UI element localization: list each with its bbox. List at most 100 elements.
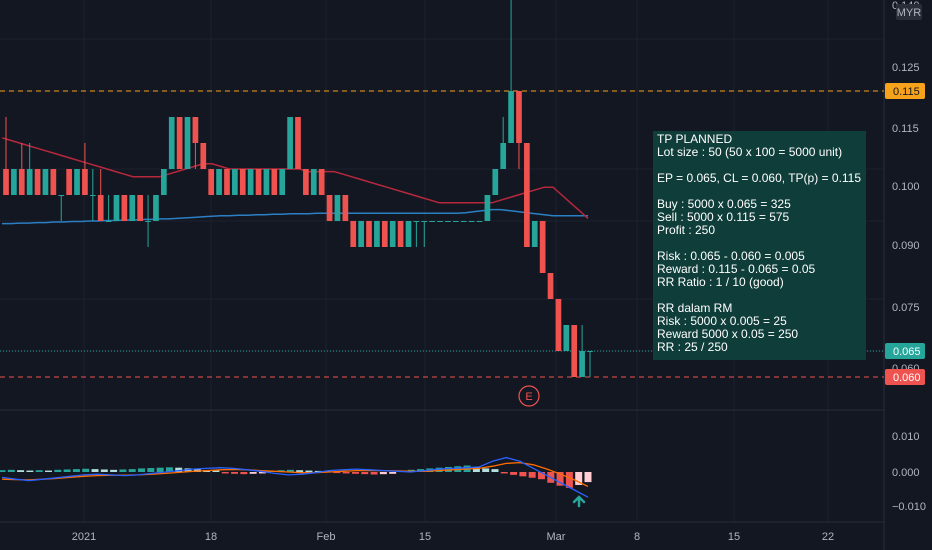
macd-histogram-bar	[7, 469, 15, 472]
candle[interactable]	[74, 169, 80, 195]
candle[interactable]	[405, 221, 412, 247]
candle[interactable]	[334, 195, 341, 221]
candle[interactable]	[516, 91, 522, 169]
candle[interactable]	[326, 195, 333, 221]
candle[interactable]	[381, 221, 388, 247]
candle[interactable]	[200, 143, 207, 169]
candle-body	[26, 169, 33, 195]
candle[interactable]	[26, 143, 33, 195]
candle[interactable]	[421, 221, 428, 247]
candle[interactable]	[318, 169, 325, 195]
candle[interactable]	[11, 169, 17, 195]
candle[interactable]	[468, 221, 475, 222]
candle[interactable]	[571, 325, 578, 377]
candle[interactable]	[389, 221, 396, 247]
candle[interactable]	[358, 221, 364, 247]
trade-plan-note[interactable]: TP PLANNED Lot size : 50 (50 x 100 = 5000…	[653, 131, 866, 360]
candle[interactable]	[271, 169, 278, 195]
macd-histogram-bar	[565, 472, 573, 488]
candle[interactable]	[160, 169, 167, 195]
candle[interactable]	[374, 221, 380, 247]
candle[interactable]	[58, 195, 65, 221]
candle-body	[468, 221, 475, 222]
candles[interactable]	[3, 0, 593, 377]
candle[interactable]	[168, 117, 175, 169]
plan-line: Profit : 250	[657, 223, 716, 237]
candle[interactable]	[153, 195, 159, 221]
candle[interactable]	[176, 117, 183, 169]
candle[interactable]	[476, 221, 483, 222]
candle[interactable]	[192, 117, 199, 169]
candle[interactable]	[42, 169, 49, 195]
candle[interactable]	[137, 195, 144, 221]
candle[interactable]	[452, 221, 459, 222]
price-tag-label: 0.115	[893, 86, 920, 98]
x-tick-label: 2021	[72, 531, 96, 543]
candle-body	[74, 169, 80, 195]
candle[interactable]	[18, 143, 25, 195]
candle-body	[82, 169, 88, 195]
candle[interactable]	[247, 169, 254, 195]
candle-body	[160, 169, 167, 195]
candle[interactable]	[89, 169, 96, 221]
candle[interactable]	[342, 195, 349, 221]
candle[interactable]	[216, 169, 222, 195]
candle[interactable]	[508, 0, 514, 143]
plan-line: RR : 25 / 250	[657, 340, 728, 354]
candle[interactable]	[145, 195, 151, 247]
candle[interactable]	[224, 169, 230, 195]
earnings-marker-circle[interactable]	[518, 385, 540, 407]
candle[interactable]	[279, 169, 286, 195]
candle[interactable]	[579, 325, 585, 377]
candle[interactable]	[82, 143, 88, 195]
candle[interactable]	[208, 169, 215, 195]
candle[interactable]	[437, 221, 443, 222]
candle[interactable]	[34, 169, 41, 195]
candle[interactable]	[3, 117, 9, 195]
candle[interactable]	[263, 169, 270, 195]
candle[interactable]	[429, 221, 436, 222]
candle[interactable]	[563, 325, 570, 351]
plan-line: RR Ratio : 1 / 10 (good)	[657, 275, 784, 289]
candle[interactable]	[350, 221, 357, 247]
candle[interactable]	[524, 143, 530, 247]
candle[interactable]	[287, 117, 293, 169]
macd-histogram-bar	[510, 472, 518, 475]
time-axis[interactable]: 2021 18 Feb 15 Mar 8 15 22	[72, 531, 834, 543]
candle[interactable]	[295, 117, 301, 169]
candle[interactable]	[460, 221, 467, 222]
candle[interactable]	[105, 195, 112, 222]
candle[interactable]	[129, 195, 136, 221]
candle[interactable]	[547, 273, 554, 299]
candle[interactable]	[310, 169, 317, 195]
candle-body	[445, 221, 451, 222]
candle[interactable]	[397, 221, 404, 247]
candle[interactable]	[66, 169, 72, 195]
candle[interactable]	[413, 221, 420, 247]
macd-histogram-bar	[249, 472, 257, 474]
candle[interactable]	[255, 169, 262, 195]
candle[interactable]	[184, 117, 191, 169]
candle[interactable]	[121, 195, 128, 221]
currency-badge[interactable]	[896, 4, 922, 20]
candle-body	[500, 143, 507, 169]
candle[interactable]	[531, 221, 538, 247]
macd-histogram-bar	[314, 470, 322, 472]
candle[interactable]	[366, 221, 372, 247]
candle[interactable]	[232, 169, 238, 195]
candle[interactable]	[555, 299, 562, 351]
macd-histogram-bar	[119, 469, 127, 472]
candle[interactable]	[492, 169, 499, 195]
candle[interactable]	[587, 351, 593, 377]
candle[interactable]	[303, 169, 309, 195]
candle[interactable]	[500, 117, 507, 169]
candle[interactable]	[239, 169, 246, 195]
candle[interactable]	[445, 221, 451, 222]
candle[interactable]	[484, 195, 491, 221]
candle-body	[579, 351, 585, 377]
candle[interactable]	[50, 169, 57, 195]
candle[interactable]	[539, 221, 546, 273]
candle[interactable]	[113, 195, 120, 221]
candle[interactable]	[97, 169, 104, 221]
ma-red-line	[1, 137, 589, 219]
